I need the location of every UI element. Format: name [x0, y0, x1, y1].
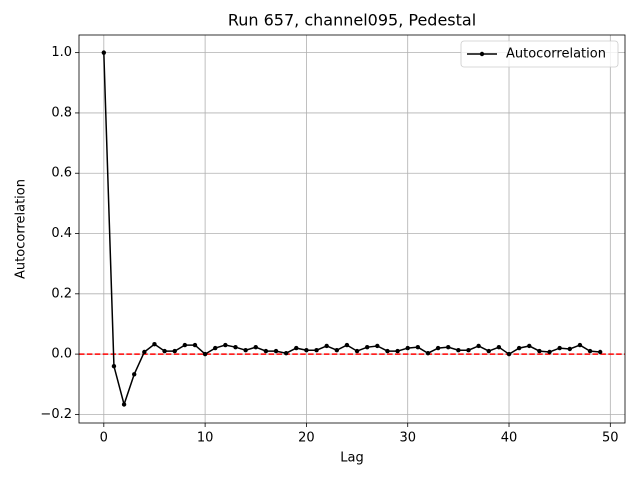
- x-tick-label: 30: [399, 431, 416, 446]
- data-point: [496, 344, 502, 350]
- data-point: [456, 347, 461, 353]
- x-tick-label: 20: [298, 431, 315, 446]
- data-point: [324, 343, 329, 349]
- data-point: [425, 351, 431, 356]
- data-point: [304, 347, 309, 353]
- x-tick-label: 10: [197, 431, 214, 446]
- data-point: [375, 343, 380, 349]
- y-tick-label: 0.8: [51, 105, 72, 120]
- data-point: [263, 348, 269, 354]
- data-point: [142, 349, 147, 355]
- data-point: [364, 344, 370, 350]
- data-point: [446, 344, 451, 350]
- data-point: [344, 342, 350, 348]
- data-point: [132, 372, 137, 377]
- chart-title: Run 657, channel095, Pedestal: [228, 11, 476, 30]
- x-tick-label: 40: [501, 431, 518, 446]
- data-point: [253, 344, 258, 350]
- data-point: [506, 351, 512, 357]
- data-point: [111, 363, 117, 369]
- data-point: [385, 348, 390, 354]
- data-point: [587, 348, 593, 354]
- y-tick-label: 0.2: [51, 286, 72, 301]
- data-point: [182, 342, 188, 348]
- data-point: [527, 343, 532, 349]
- legend-box: [460, 40, 619, 68]
- data-point: [314, 347, 319, 353]
- data-point: [435, 345, 441, 351]
- data-point: [294, 345, 299, 351]
- data-point: [516, 345, 522, 351]
- data-point: [466, 347, 471, 353]
- data-point: [597, 349, 603, 355]
- data-point: [101, 50, 107, 55]
- y-tick-label: 0.4: [51, 226, 72, 241]
- y-tick-label: −0.2: [40, 407, 72, 422]
- data-point: [213, 345, 218, 351]
- x-tick-label: 50: [602, 431, 619, 446]
- data-point: [172, 348, 177, 354]
- data-point: [223, 342, 228, 348]
- data-point: [577, 342, 583, 348]
- y-tick-label: 1.0: [51, 45, 72, 60]
- data-point: [415, 344, 421, 350]
- data-point: [537, 348, 542, 354]
- data-point: [162, 348, 167, 354]
- data-point: [395, 348, 400, 354]
- data-point: [152, 341, 157, 347]
- x-tick-label: 0: [100, 431, 108, 446]
- x-axis-label: Lag: [340, 451, 363, 466]
- data-point: [233, 344, 238, 350]
- data-point: [121, 402, 127, 407]
- data-point: [243, 347, 248, 353]
- data-point: [567, 346, 572, 352]
- legend-label: Autocorrelation: [506, 47, 606, 62]
- data-point: [283, 351, 289, 356]
- y-tick-label: 0.6: [51, 166, 72, 181]
- data-point: [405, 345, 410, 351]
- axes-frame: [78, 34, 626, 424]
- data-point: [273, 348, 279, 354]
- y-tick-label: 0.0: [51, 347, 72, 362]
- legend-marker: [479, 51, 485, 57]
- data-point: [334, 347, 340, 353]
- data-point: [354, 348, 360, 354]
- data-point: [486, 348, 491, 354]
- data-point: [557, 345, 562, 351]
- data-point: [202, 351, 208, 357]
- data-point: [476, 343, 481, 349]
- data-point: [547, 349, 552, 355]
- y-axis-label: Autocorrelation: [14, 179, 29, 279]
- data-point: [192, 342, 198, 348]
